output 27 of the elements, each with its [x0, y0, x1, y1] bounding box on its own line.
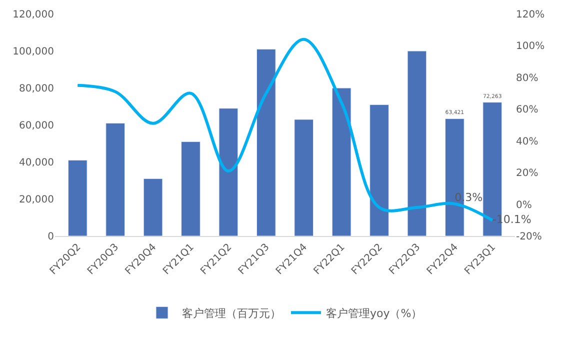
y-tick-label: 80,000 — [19, 84, 54, 94]
bar — [256, 48, 276, 236]
bar — [370, 104, 389, 236]
bar — [68, 160, 88, 236]
y-tick-label: 100,000 — [12, 46, 54, 58]
bar — [106, 122, 125, 236]
y2-tick-label: 0% — [516, 200, 532, 211]
y2-tick-label: 40% — [516, 136, 538, 148]
bar — [294, 119, 314, 236]
bar — [407, 50, 427, 236]
y2-tick-label: 120% — [516, 10, 545, 20]
bar — [143, 178, 163, 236]
y-tick-label: 0 — [48, 232, 54, 242]
y2-tick-label: 20% — [516, 168, 538, 180]
y2-tick-label: -20% — [516, 232, 542, 242]
legend-label: 客户管理yoy（%） — [326, 306, 422, 320]
bar — [332, 88, 352, 236]
y2-tick-label: 100% — [516, 41, 545, 52]
bar — [181, 141, 200, 236]
legend-label: 客户管理（百万元） — [182, 306, 281, 320]
y-tick-label: 120,000 — [12, 10, 54, 20]
y2-tick-label: 80% — [516, 72, 538, 84]
y-tick-label: 40,000 — [19, 158, 54, 168]
bar — [218, 108, 238, 236]
y-tick-label: 60,000 — [19, 120, 54, 132]
y-tick-label: 20,000 — [19, 194, 54, 206]
y2-tick-label: 60% — [516, 104, 538, 116]
